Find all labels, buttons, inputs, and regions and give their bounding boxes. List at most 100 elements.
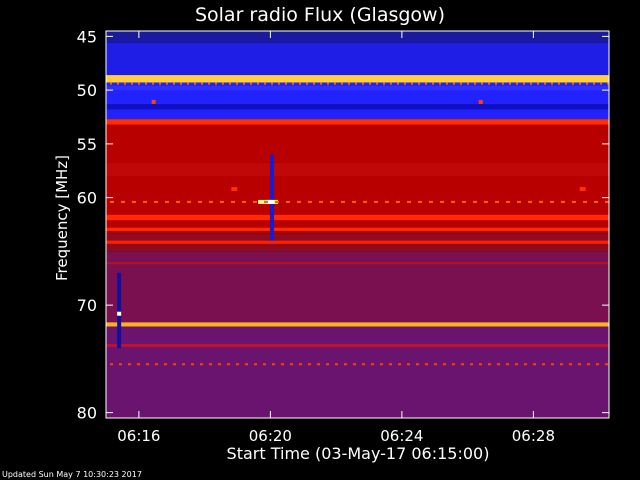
updated-timestamp: Updated Sun May 7 10:30:23 2017 — [2, 470, 142, 479]
heatmap-dash — [453, 82, 455, 85]
heatmap-dash — [539, 200, 543, 203]
heatmap-dash — [462, 200, 466, 203]
heatmap-dash — [138, 82, 140, 85]
heatmap-dash — [253, 200, 257, 203]
y-axis-label: Frequency [MHz] — [53, 154, 71, 282]
heatmap-dash — [434, 363, 437, 366]
heatmap-dash — [236, 82, 238, 85]
heatmap-band — [106, 75, 609, 83]
heatmap-dash — [145, 82, 147, 85]
heatmap-dash — [551, 363, 554, 366]
heatmap-band — [106, 104, 609, 110]
heatmap-dash — [425, 363, 428, 366]
heatmap-dash — [502, 82, 504, 85]
heatmap-dash — [344, 363, 347, 366]
heatmap-dash — [254, 363, 257, 366]
heatmap-dash — [327, 82, 329, 85]
heatmap-dash — [121, 200, 125, 203]
heatmap-dash — [586, 82, 588, 85]
heatmap-dash — [180, 82, 182, 85]
heatmap-dash — [176, 200, 180, 203]
heatmap-dash — [509, 82, 511, 85]
heatmap-band — [106, 322, 609, 327]
heatmap-dash — [297, 200, 301, 203]
heatmap-dash — [220, 200, 224, 203]
heatmap-dash — [198, 200, 202, 203]
heatmap-dash — [209, 200, 213, 203]
heatmap-dash — [231, 200, 235, 203]
y-tick-label: 70 — [77, 296, 97, 315]
heatmap-dash — [593, 82, 595, 85]
heatmap-dash — [155, 363, 158, 366]
heatmap-dash — [245, 363, 248, 366]
heatmap-dash — [137, 363, 140, 366]
heatmap-band — [106, 262, 609, 265]
plot-frame — [105, 30, 610, 419]
heatmap-dash — [440, 200, 444, 203]
heatmap-dash — [542, 363, 545, 366]
heatmap-dash — [416, 363, 419, 366]
heatmap-dash — [348, 82, 350, 85]
heatmap-dash — [528, 200, 532, 203]
heatmap-streak — [117, 272, 122, 349]
heatmap-dash — [308, 363, 311, 366]
heatmap-dash — [383, 82, 385, 85]
heatmap-dash — [594, 200, 598, 203]
heatmap-dash — [292, 82, 294, 85]
heatmap-dash — [319, 200, 323, 203]
heatmap-dash — [533, 363, 536, 366]
heatmap-dash — [146, 363, 149, 366]
y-tick-label: 60 — [77, 189, 97, 208]
heatmap-dash — [523, 82, 525, 85]
heatmap-dash — [128, 363, 131, 366]
heatmap-dash — [182, 363, 185, 366]
heatmap-dash — [374, 200, 378, 203]
heatmap-dash — [110, 200, 114, 203]
heatmap-dash — [407, 363, 410, 366]
heatmap-band — [106, 214, 609, 221]
heatmap-dash — [369, 82, 371, 85]
heatmap-dash — [215, 82, 217, 85]
heatmap-hotspot — [231, 187, 238, 192]
heatmap-dash — [154, 200, 158, 203]
heatmap-dash — [558, 82, 560, 85]
heatmap-band — [106, 163, 609, 177]
heatmap-dash — [530, 82, 532, 85]
heatmap-streak — [270, 154, 275, 241]
x-tick-label: 06:28 — [512, 427, 555, 445]
heatmap-band — [106, 343, 609, 348]
heatmap-dash — [209, 363, 212, 366]
heatmap-dash — [481, 82, 483, 85]
heatmap-dash — [264, 82, 266, 85]
heatmap-dash — [242, 200, 246, 203]
heatmap-dash — [271, 82, 273, 85]
heatmap-dash — [385, 200, 389, 203]
heatmap-dash — [484, 200, 488, 203]
heatmap-hotspot — [478, 99, 483, 104]
spectrogram-heatmap — [106, 31, 609, 418]
y-tick-label: 80 — [77, 404, 97, 423]
heatmap-dash — [460, 82, 462, 85]
heatmap-dash — [229, 82, 231, 85]
heatmap-dash — [390, 82, 392, 85]
heatmap-dash — [418, 82, 420, 85]
chart-title: Solar radio Flux (Glasgow) — [194, 4, 446, 26]
heatmap-dash — [506, 363, 509, 366]
heatmap-dash — [506, 200, 510, 203]
heatmap-dash — [544, 82, 546, 85]
y-axis: 45 50 55 60 70 80 — [77, 27, 609, 423]
heatmap-dash — [281, 363, 284, 366]
heatmap-dash — [313, 82, 315, 85]
y-tick-label: 55 — [77, 135, 97, 154]
x-tick-label: 06:16 — [117, 427, 160, 445]
heatmap-dash — [263, 363, 266, 366]
heatmap-dash — [306, 82, 308, 85]
heatmap-dash — [561, 200, 565, 203]
heatmap-dash — [569, 363, 572, 366]
heatmap-dash — [467, 82, 469, 85]
heatmap-dash — [473, 200, 477, 203]
y-tick-label: 45 — [77, 27, 97, 46]
heatmap-dash — [524, 363, 527, 366]
heatmap-band — [106, 119, 609, 125]
x-axis: 06:16 06:20 06:24 06:28 — [117, 31, 555, 445]
